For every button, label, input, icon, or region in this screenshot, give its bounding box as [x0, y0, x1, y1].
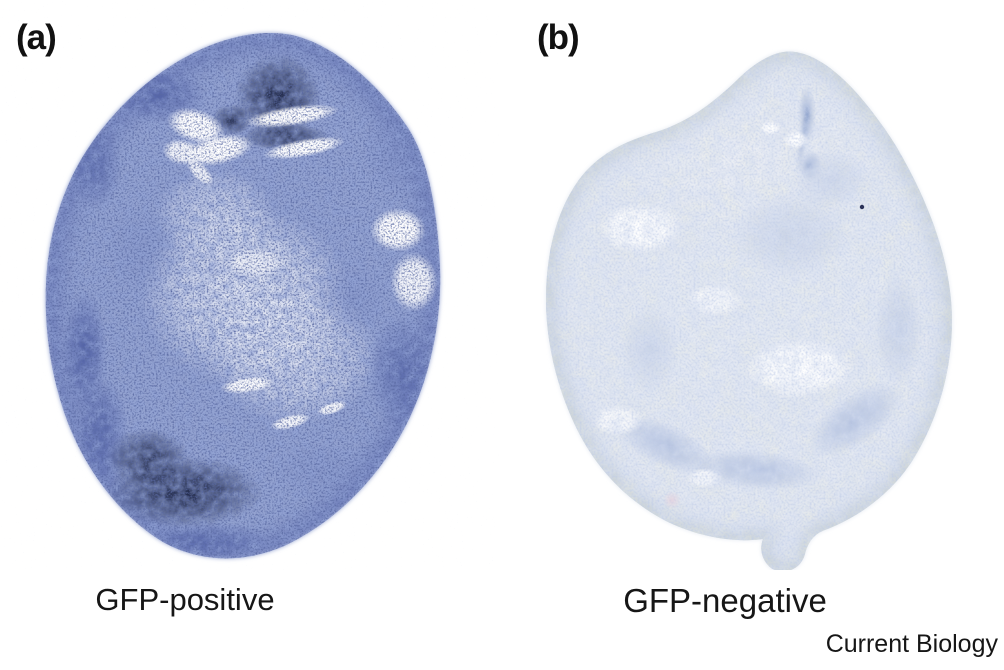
panel-b-label: (b) [537, 18, 580, 57]
journal-attribution: Current Biology [825, 630, 998, 658]
panel-a-caption: GFP-positive [95, 582, 275, 617]
panel-a-tissue-image [0, 0, 500, 570]
panel-a-label: (a) [16, 18, 57, 57]
panel-b-tissue-image [546, 51, 952, 570]
panel-b-caption: GFP-negative [623, 582, 827, 619]
